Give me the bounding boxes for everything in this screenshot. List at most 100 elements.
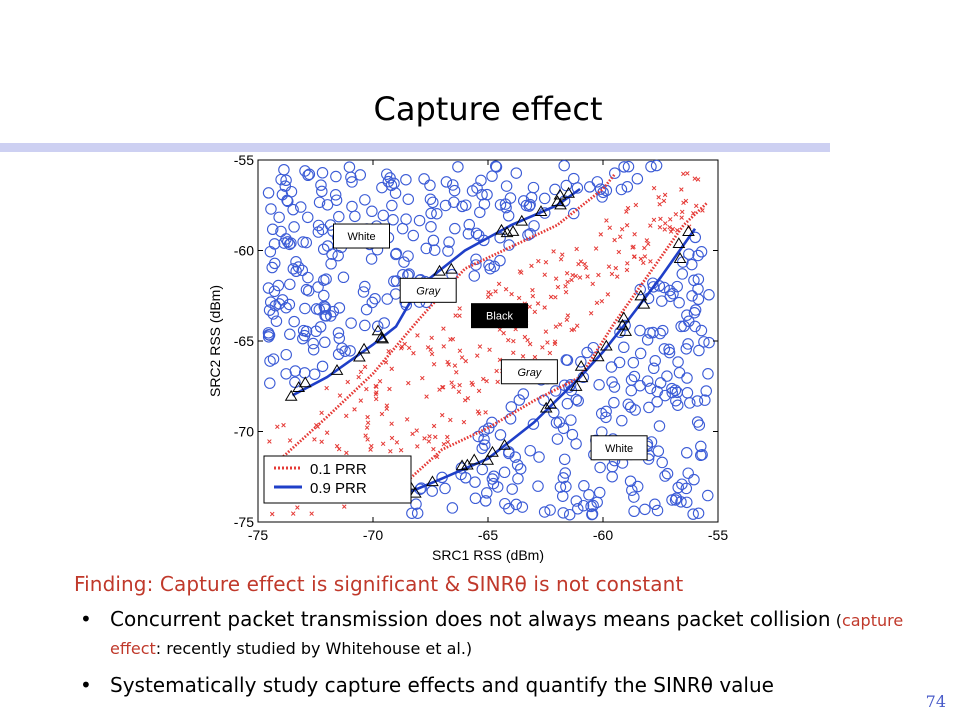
red-cross-stroke <box>692 176 698 181</box>
blue-circle-point <box>313 196 326 209</box>
black-triangle-point <box>574 359 588 371</box>
blue-circle-point <box>559 467 571 479</box>
bullet-2-text: Systematically study capture effects and… <box>110 673 774 697</box>
red-cross-stroke <box>679 209 685 215</box>
red-cross-point <box>415 333 420 338</box>
blue-circle-point <box>400 213 412 225</box>
red-cross-stroke <box>578 259 584 264</box>
red-cross-point <box>404 417 410 422</box>
x-tick-label: -70 <box>363 527 383 543</box>
finding-text: Finding: Capture effect is significant &… <box>74 572 684 596</box>
blue-circle-point <box>664 284 676 297</box>
blue-circle-point <box>533 451 545 463</box>
red-cross-point <box>609 271 615 277</box>
blue-circle-point <box>425 220 437 233</box>
blue-circle-point <box>448 184 461 197</box>
red-cross-point <box>638 256 644 262</box>
red-cross-point <box>570 272 575 278</box>
region-label-gray: Gray <box>500 359 558 385</box>
red-cross-point <box>606 264 612 269</box>
blue-circle-point <box>276 294 289 306</box>
blue-circle-point <box>410 498 422 510</box>
red-cross-point <box>457 348 463 354</box>
blue-circle-point <box>268 285 281 298</box>
red-cross-stroke <box>542 305 547 310</box>
red-cross-point <box>574 246 579 252</box>
blue-circle-point <box>608 396 620 409</box>
blue-circle-point <box>484 262 496 275</box>
blue-circle-point <box>369 292 381 305</box>
red-cross-stroke <box>593 246 599 251</box>
red-cross-point <box>494 368 499 374</box>
red-cross-stroke <box>674 228 680 233</box>
blue-circle-point <box>566 428 579 441</box>
blue-circle-point <box>647 281 660 293</box>
red-cross-stroke <box>452 363 458 368</box>
red-cross-stroke <box>433 434 438 440</box>
red-cross-point <box>398 346 404 351</box>
red-cross-stroke <box>617 234 623 239</box>
red-cross-point <box>596 272 601 278</box>
red-cross-stroke <box>642 245 647 251</box>
blue-circle-point <box>647 362 660 375</box>
blue-circle-point <box>680 343 693 355</box>
blue-circle-point <box>666 382 678 395</box>
blue-circle-point <box>470 227 483 240</box>
blue-circle-point <box>282 195 294 208</box>
red-cross-stroke <box>445 359 450 365</box>
red-cross-stroke <box>596 272 601 278</box>
blue-circle-point <box>287 263 300 275</box>
red-cross-point <box>493 289 498 294</box>
red-cross-point <box>462 397 468 403</box>
red-cross-stroke <box>700 208 705 213</box>
blue-circle-point <box>689 304 702 316</box>
blue-circle-point <box>366 205 378 218</box>
blue-circle-point <box>268 238 281 250</box>
red-cross-stroke <box>352 407 357 412</box>
blue-circle-point <box>634 283 646 296</box>
blue-circle-point <box>263 329 276 341</box>
red-cross-stroke <box>612 237 617 243</box>
red-cross-point <box>648 223 653 228</box>
red-cross-stroke <box>457 348 463 354</box>
blue-circle-point <box>280 348 292 361</box>
red-cross-point <box>517 269 523 274</box>
blue-circle-point <box>653 420 666 432</box>
red-cross-stroke <box>573 273 578 279</box>
blue-circle-point <box>381 168 393 180</box>
blue-circle-point <box>357 286 370 298</box>
red-cross-stroke <box>440 385 445 390</box>
red-cross-point <box>364 425 370 430</box>
red-cross-stroke <box>441 441 447 447</box>
region-label-white: White <box>590 435 648 461</box>
red-cross-stroke <box>427 434 432 439</box>
blue-circle-point <box>299 302 311 315</box>
red-cross-stroke <box>362 364 368 370</box>
red-cross-point <box>388 449 393 454</box>
red-cross-stroke <box>422 436 427 441</box>
black-triangle-point <box>500 226 514 238</box>
blue-circle-point <box>292 261 305 273</box>
red-cross-point <box>553 276 559 281</box>
red-cross-point <box>362 364 368 370</box>
red-cross-stroke <box>681 171 686 177</box>
red-cross-stroke <box>658 216 663 222</box>
red-cross-stroke <box>609 271 615 277</box>
red-cross-stroke <box>429 335 434 341</box>
red-cross-stroke <box>685 171 690 176</box>
red-cross-point <box>433 434 438 440</box>
red-cross-stroke <box>558 257 564 262</box>
black-triangle-point <box>506 225 520 236</box>
red-cross-point <box>365 420 371 425</box>
red-cross-stroke <box>516 295 522 301</box>
red-cross-stroke <box>465 396 471 401</box>
red-cross-point <box>374 390 379 395</box>
red-cross-stroke <box>670 226 676 232</box>
blue-circle-point <box>558 453 571 466</box>
red-cross-stroke <box>309 511 314 516</box>
blue-circle-point <box>359 194 371 206</box>
red-cross-stroke <box>683 198 689 204</box>
red-cross-stroke <box>619 227 625 232</box>
black-triangle-point <box>673 252 687 264</box>
blue-circle-point <box>407 229 420 242</box>
